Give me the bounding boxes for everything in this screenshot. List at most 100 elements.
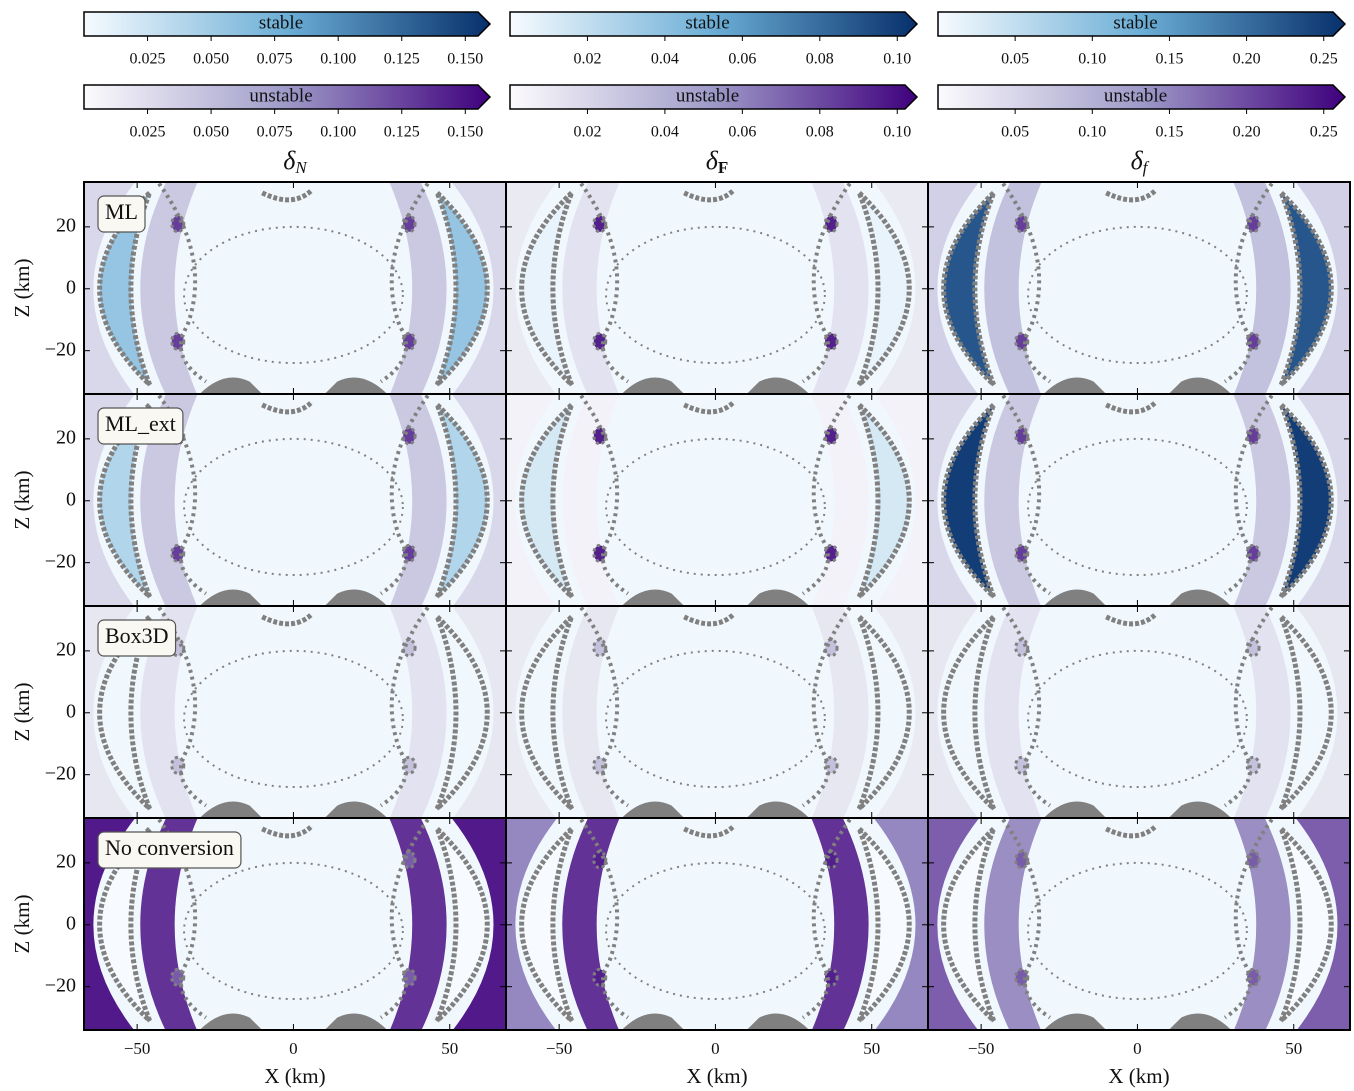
row-label-box: [97, 195, 146, 233]
contour-ellipse: [605, 225, 826, 365]
band-region: [1233, 818, 1291, 1030]
crescent: [519, 827, 574, 1023]
feature: [592, 214, 608, 234]
contour-blob: [746, 801, 810, 818]
feature: [1245, 638, 1261, 658]
contour-line: [579, 394, 630, 596]
feature: [592, 967, 608, 987]
edge-region: [873, 606, 928, 818]
colorbar-tick-label: 0.150: [447, 124, 483, 141]
crescent: [1278, 191, 1334, 387]
feature: [1014, 967, 1030, 987]
heatmap: [84, 182, 506, 394]
feature: [1245, 850, 1261, 870]
contour-blob: [199, 377, 263, 394]
contour-line: [1223, 182, 1274, 384]
colorbar-tick-label: 0.05: [1001, 51, 1029, 68]
contour-line: [579, 606, 630, 808]
colorbar: [937, 11, 1347, 37]
feature: [823, 638, 839, 658]
row-label: ML: [105, 199, 138, 224]
feature: [401, 543, 417, 563]
crescent: [519, 191, 574, 387]
contour-line: [1001, 606, 1052, 808]
contour-blob: [324, 1013, 388, 1030]
colorbar: [83, 84, 492, 110]
contour-line: [157, 182, 208, 384]
crescent: [941, 827, 996, 1023]
contour-line: [801, 606, 852, 808]
y-tick-label: 20: [56, 426, 76, 448]
colorbar-tick-label: 0.050: [193, 124, 229, 141]
feature: [1014, 850, 1030, 870]
colorbar: [937, 84, 1347, 110]
band-region: [811, 818, 869, 1030]
feature: [592, 850, 608, 870]
contour-line: [1001, 182, 1052, 384]
contour-blob: [1168, 801, 1232, 818]
edge-region: [928, 606, 980, 818]
contour-blob: [1043, 801, 1107, 818]
edge-region: [506, 182, 558, 394]
feature: [823, 331, 839, 351]
panel-frame: [927, 817, 1351, 1031]
colorbar-tick-label: 0.100: [320, 124, 356, 141]
edge-region: [873, 394, 928, 606]
column-title: δf: [1131, 146, 1150, 177]
heatmap: [84, 394, 506, 606]
contour-line: [1105, 399, 1158, 415]
y-tick-label: 20: [56, 638, 76, 660]
crescent: [941, 191, 996, 387]
crescent: [941, 403, 996, 599]
colorbar-tick-label: 0.20: [1233, 124, 1261, 141]
heatmap: [506, 818, 928, 1030]
band-region: [1233, 182, 1291, 394]
edge-region: [873, 182, 928, 394]
contour-line: [683, 823, 736, 839]
heatmap: [506, 182, 928, 394]
band-region: [811, 182, 869, 394]
contour-ellipse: [183, 437, 404, 577]
band-region: [1233, 394, 1291, 606]
band-region: [1233, 606, 1291, 818]
colorbar-tick-label: 0.04: [651, 51, 679, 68]
colorbar-tick-label: 0.150: [447, 51, 483, 68]
colorbar-label: stable: [685, 12, 729, 33]
contour-blob: [1043, 1013, 1107, 1030]
contour-blob: [1168, 1013, 1232, 1030]
colorbar: [509, 84, 919, 110]
x-tick-label: −50: [968, 1039, 995, 1058]
crescent: [519, 615, 574, 811]
contour-ellipse: [1027, 437, 1248, 577]
feature: [1014, 214, 1030, 234]
crescent: [519, 403, 574, 599]
contour-line: [1105, 611, 1158, 627]
edge-region: [873, 818, 928, 1030]
colorbar-tick-label: 0.06: [728, 124, 756, 141]
band-region: [811, 394, 869, 606]
contour-blob: [746, 1013, 810, 1030]
title-subscript: f: [1143, 158, 1150, 177]
title-subscript: F: [718, 158, 728, 177]
colorbar-tick-label: 0.06: [728, 51, 756, 68]
feature: [401, 638, 417, 658]
colorbar-tick-label: 0.02: [573, 51, 601, 68]
heatmap: [506, 394, 928, 606]
x-tick-label: 0: [1133, 1039, 1142, 1058]
y-tick-label: −20: [45, 974, 76, 996]
colorbar-tick-label: 0.075: [257, 124, 293, 141]
edge-region: [506, 394, 558, 606]
edge-region: [451, 182, 506, 394]
colorbar-tick-label: 0.04: [651, 124, 679, 141]
colorbar-tick-label: 0.025: [130, 51, 166, 68]
contour-line: [379, 182, 430, 384]
contour-ellipse: [605, 861, 826, 1001]
contour-blob: [1043, 589, 1107, 606]
band-region: [562, 818, 620, 1030]
contour-ellipse: [183, 861, 404, 1001]
crescent: [856, 191, 912, 387]
y-tick-label: −20: [45, 338, 76, 360]
crescent: [856, 403, 912, 599]
edge-region: [928, 818, 980, 1030]
